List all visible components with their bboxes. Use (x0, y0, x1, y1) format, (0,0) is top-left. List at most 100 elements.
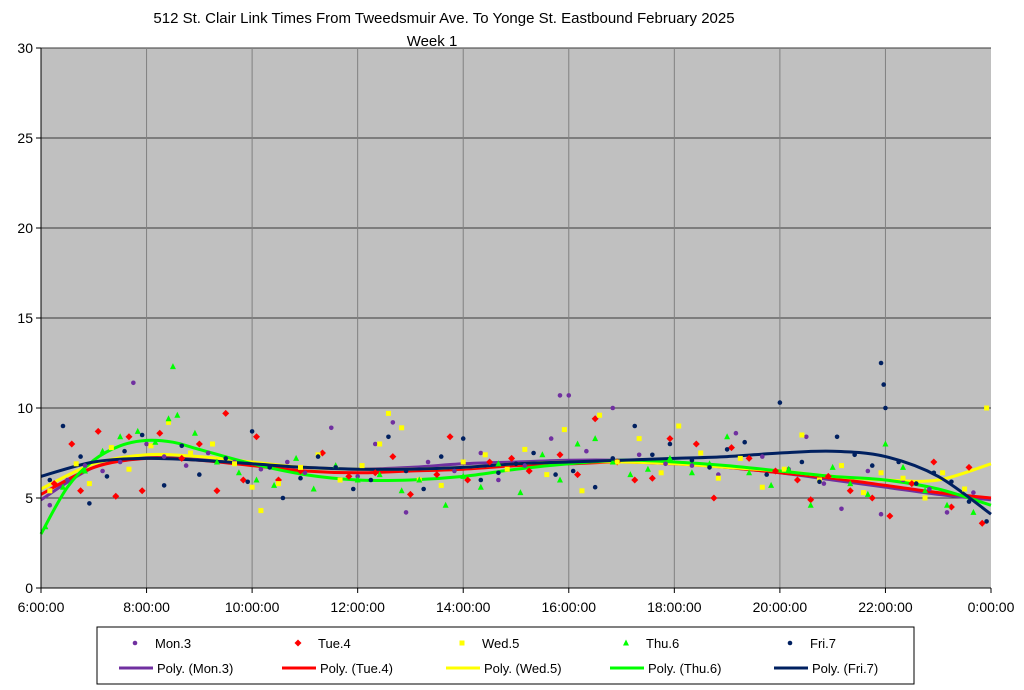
point-fri-7 (249, 429, 255, 434)
point-fri-7 (403, 468, 409, 474)
point-fri-7 (350, 486, 356, 492)
point-fri-7 (610, 456, 616, 461)
point-tue-4 (371, 469, 379, 477)
point-fri-7 (949, 479, 954, 485)
point-fri-7 (179, 443, 185, 449)
point-wed-5 (86, 481, 92, 487)
point-tue-4 (886, 512, 894, 520)
point-tue-4 (930, 458, 938, 466)
point-tue-4 (239, 476, 247, 484)
legend-marker-thu-6 (623, 639, 629, 646)
point-tue-4 (947, 503, 955, 511)
point-mon-3 (821, 481, 827, 486)
point-fri-7 (777, 400, 783, 405)
point-thu-6 (354, 476, 361, 483)
point-mon-3 (302, 470, 308, 476)
point-mon-3 (47, 502, 53, 508)
point-thu-6 (829, 463, 836, 470)
x-tick-label: 20:00:00 (753, 599, 808, 615)
point-mon-3 (390, 420, 396, 425)
x-tick-label: 8:00:00 (123, 599, 170, 615)
point-mon-3 (183, 463, 189, 468)
point-thu-6 (592, 435, 599, 442)
y-tick-label: 25 (17, 130, 33, 146)
point-fri-7 (496, 470, 501, 476)
point-fri-7 (817, 479, 822, 485)
point-fri-7 (878, 360, 884, 366)
point-mon-3 (839, 506, 844, 512)
point-fri-7 (570, 468, 576, 474)
point-mon-3 (944, 510, 950, 515)
trendline-poly-thu-6 (39, 438, 992, 535)
point-thu-6 (807, 501, 814, 508)
legend: Mon.3 Tue.4 Wed.5 Thu.6 Fri.7 Poly. (Mon.3) Po… (96, 626, 915, 685)
point-tue-4 (978, 519, 986, 527)
point-tue-4 (666, 435, 674, 443)
point-wed-5 (698, 450, 704, 456)
point-tue-4 (222, 409, 230, 417)
point-wed-5 (544, 472, 550, 478)
point-wed-5 (759, 484, 765, 490)
point-wed-5 (878, 470, 884, 476)
point-tue-4 (508, 454, 516, 462)
point-wed-5 (522, 446, 528, 452)
point-mon-3 (636, 452, 642, 458)
point-thu-6 (574, 440, 581, 447)
point-wed-5 (73, 461, 79, 467)
axes: 0 5 10 15 20 25 30 6:00:00 8:00:00 10:00:00 12:00:… (17, 40, 1014, 615)
point-mon-3 (258, 466, 264, 472)
x-tick-label: 22:00:00 (858, 599, 913, 615)
point-fri-7 (47, 477, 53, 483)
point-fri-7 (197, 472, 202, 477)
point-wed-5 (614, 459, 620, 465)
point-thu-6 (556, 476, 563, 483)
point-fri-7 (553, 472, 558, 477)
point-thu-6 (768, 481, 775, 488)
point-fri-7 (298, 475, 303, 481)
point-thu-6 (724, 433, 731, 440)
data-points (42, 360, 990, 530)
point-tue-4 (824, 472, 832, 480)
point-fri-7 (438, 454, 444, 459)
point-tue-4 (178, 454, 186, 462)
point-mon-3 (372, 441, 378, 447)
point-fri-7 (883, 405, 888, 411)
point-wed-5 (399, 425, 405, 431)
legend-label-poly-fri-7: Poly. (Fri.7) (812, 661, 878, 676)
point-wed-5 (676, 423, 682, 429)
point-fri-7 (78, 454, 83, 459)
point-wed-5 (210, 441, 216, 447)
point-thu-6 (81, 467, 88, 474)
point-mon-3 (733, 430, 739, 436)
point-mon-3 (865, 468, 871, 474)
point-wed-5 (126, 466, 132, 472)
point-mon-3 (566, 393, 572, 398)
y-tick-label: 15 (17, 310, 33, 326)
legend-label-poly-wed-5: Poly. (Wed.5) (484, 661, 562, 676)
point-tue-4 (68, 440, 76, 448)
point-thu-6 (477, 483, 484, 490)
point-tue-4 (156, 429, 164, 437)
point-tue-4 (771, 467, 779, 475)
point-wed-5 (385, 410, 391, 416)
point-fri-7 (245, 479, 251, 485)
point-thu-6 (442, 501, 449, 508)
point-wed-5 (108, 445, 114, 451)
point-tue-4 (745, 454, 753, 462)
point-wed-5 (984, 405, 990, 411)
point-wed-5 (860, 490, 866, 496)
point-mon-3 (161, 454, 167, 459)
point-tue-4 (556, 451, 564, 459)
point-wed-5 (799, 432, 805, 438)
point-wed-5 (249, 484, 255, 490)
point-tue-4 (195, 440, 203, 448)
point-thu-6 (460, 472, 467, 479)
point-thu-6 (944, 501, 951, 508)
point-mon-3 (759, 454, 765, 459)
x-tick-label: 18:00:00 (647, 599, 702, 615)
point-thu-6 (174, 411, 181, 418)
point-fri-7 (632, 423, 638, 429)
legend-label-fri-7: Fri.7 (810, 636, 836, 651)
point-fri-7 (667, 441, 673, 447)
legend-label-thu-6: Thu.6 (646, 636, 679, 651)
